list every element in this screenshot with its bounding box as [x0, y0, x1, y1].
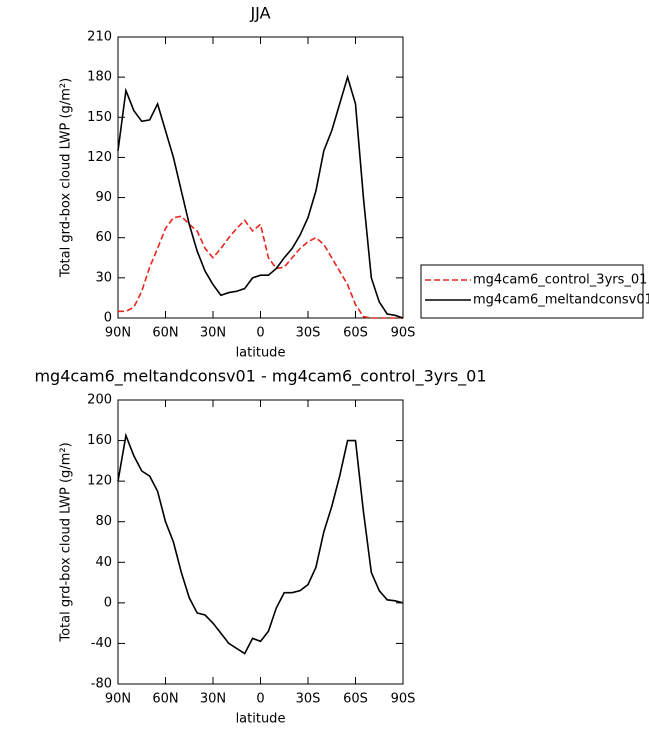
y-tick-label: 30 — [95, 270, 112, 285]
x-tick-label: 0 — [256, 692, 264, 707]
y-axis-label: Total grd-box cloud LWP (g/m²) — [59, 78, 74, 278]
y-tick-label: 90 — [95, 190, 112, 205]
x-tick-label: 30N — [200, 326, 226, 341]
y-tick-label: 60 — [95, 230, 112, 245]
x-axis-label: latitude — [236, 712, 286, 727]
y-tick-label: 80 — [95, 514, 112, 529]
y-tick-label: 150 — [87, 110, 112, 125]
x-tick-label: 30S — [296, 692, 321, 707]
x-tick-label: 90S — [391, 326, 416, 341]
y-axis-label: Total grd-box cloud LWP (g/m²) — [59, 442, 74, 642]
y-tick-label: 200 — [87, 393, 112, 408]
x-tick-label: 90N — [105, 326, 131, 341]
x-tick-label: 90N — [105, 692, 131, 707]
x-tick-label: 30S — [296, 326, 321, 341]
y-tick-label: 0 — [104, 595, 112, 610]
x-tick-label: 0 — [256, 326, 264, 341]
y-tick-label: 40 — [95, 555, 112, 570]
x-axis-label: latitude — [236, 346, 286, 361]
legend-box — [420, 264, 644, 319]
y-tick-label: -40 — [91, 636, 112, 651]
x-tick-label: 60S — [343, 326, 368, 341]
data-line — [118, 215, 403, 319]
x-tick-label: 60N — [152, 326, 178, 341]
y-tick-label: 0 — [104, 311, 112, 326]
legend-label: mg4cam6_meltandconsv01 — [473, 293, 649, 308]
y-tick-label: 180 — [87, 70, 112, 85]
y-tick-label: 120 — [87, 150, 112, 165]
data-line — [117, 432, 404, 655]
y-tick-label: -80 — [91, 677, 112, 692]
y-tick-label: 160 — [87, 433, 112, 448]
chart-title: mg4cam6_meltandconsv01 - mg4cam6_control… — [34, 367, 486, 387]
x-tick-label: 60N — [152, 692, 178, 707]
x-tick-label: 30N — [200, 692, 226, 707]
legend-label: mg4cam6_control_3yrs_01 — [473, 273, 647, 288]
data-line — [117, 74, 404, 319]
x-tick-label: 90S — [391, 692, 416, 707]
x-tick-label: 60S — [343, 692, 368, 707]
y-tick-label: 120 — [87, 474, 112, 489]
y-tick-label: 210 — [87, 30, 112, 45]
chart-title: JJA — [249, 4, 270, 23]
